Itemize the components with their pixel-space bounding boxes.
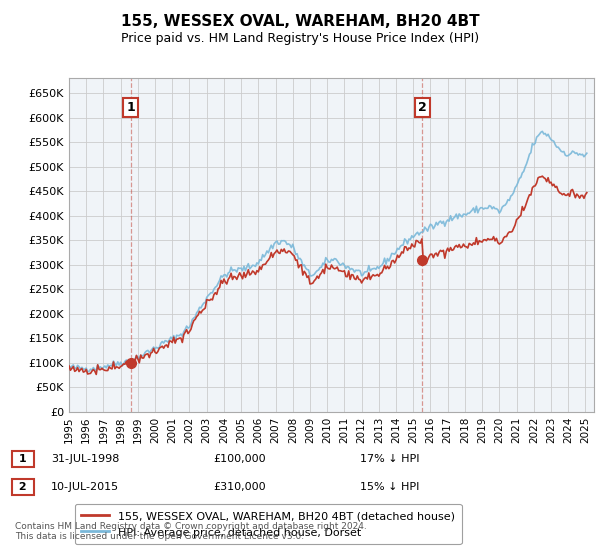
Text: 2: 2 <box>15 482 31 492</box>
Text: Price paid vs. HM Land Registry's House Price Index (HPI): Price paid vs. HM Land Registry's House … <box>121 32 479 45</box>
Text: 155, WESSEX OVAL, WAREHAM, BH20 4BT: 155, WESSEX OVAL, WAREHAM, BH20 4BT <box>121 14 479 29</box>
Text: 17% ↓ HPI: 17% ↓ HPI <box>360 454 419 464</box>
Text: 10-JUL-2015: 10-JUL-2015 <box>51 482 119 492</box>
Text: £310,000: £310,000 <box>213 482 266 492</box>
Text: 2: 2 <box>418 101 427 114</box>
Text: Contains HM Land Registry data © Crown copyright and database right 2024.
This d: Contains HM Land Registry data © Crown c… <box>15 522 367 542</box>
Text: 15% ↓ HPI: 15% ↓ HPI <box>360 482 419 492</box>
Text: £100,000: £100,000 <box>213 454 266 464</box>
Text: 1: 1 <box>15 454 31 464</box>
Legend: 155, WESSEX OVAL, WAREHAM, BH20 4BT (detached house), HPI: Average price, detach: 155, WESSEX OVAL, WAREHAM, BH20 4BT (det… <box>74 504 461 544</box>
Text: 31-JUL-1998: 31-JUL-1998 <box>51 454 119 464</box>
Text: 1: 1 <box>126 101 135 114</box>
